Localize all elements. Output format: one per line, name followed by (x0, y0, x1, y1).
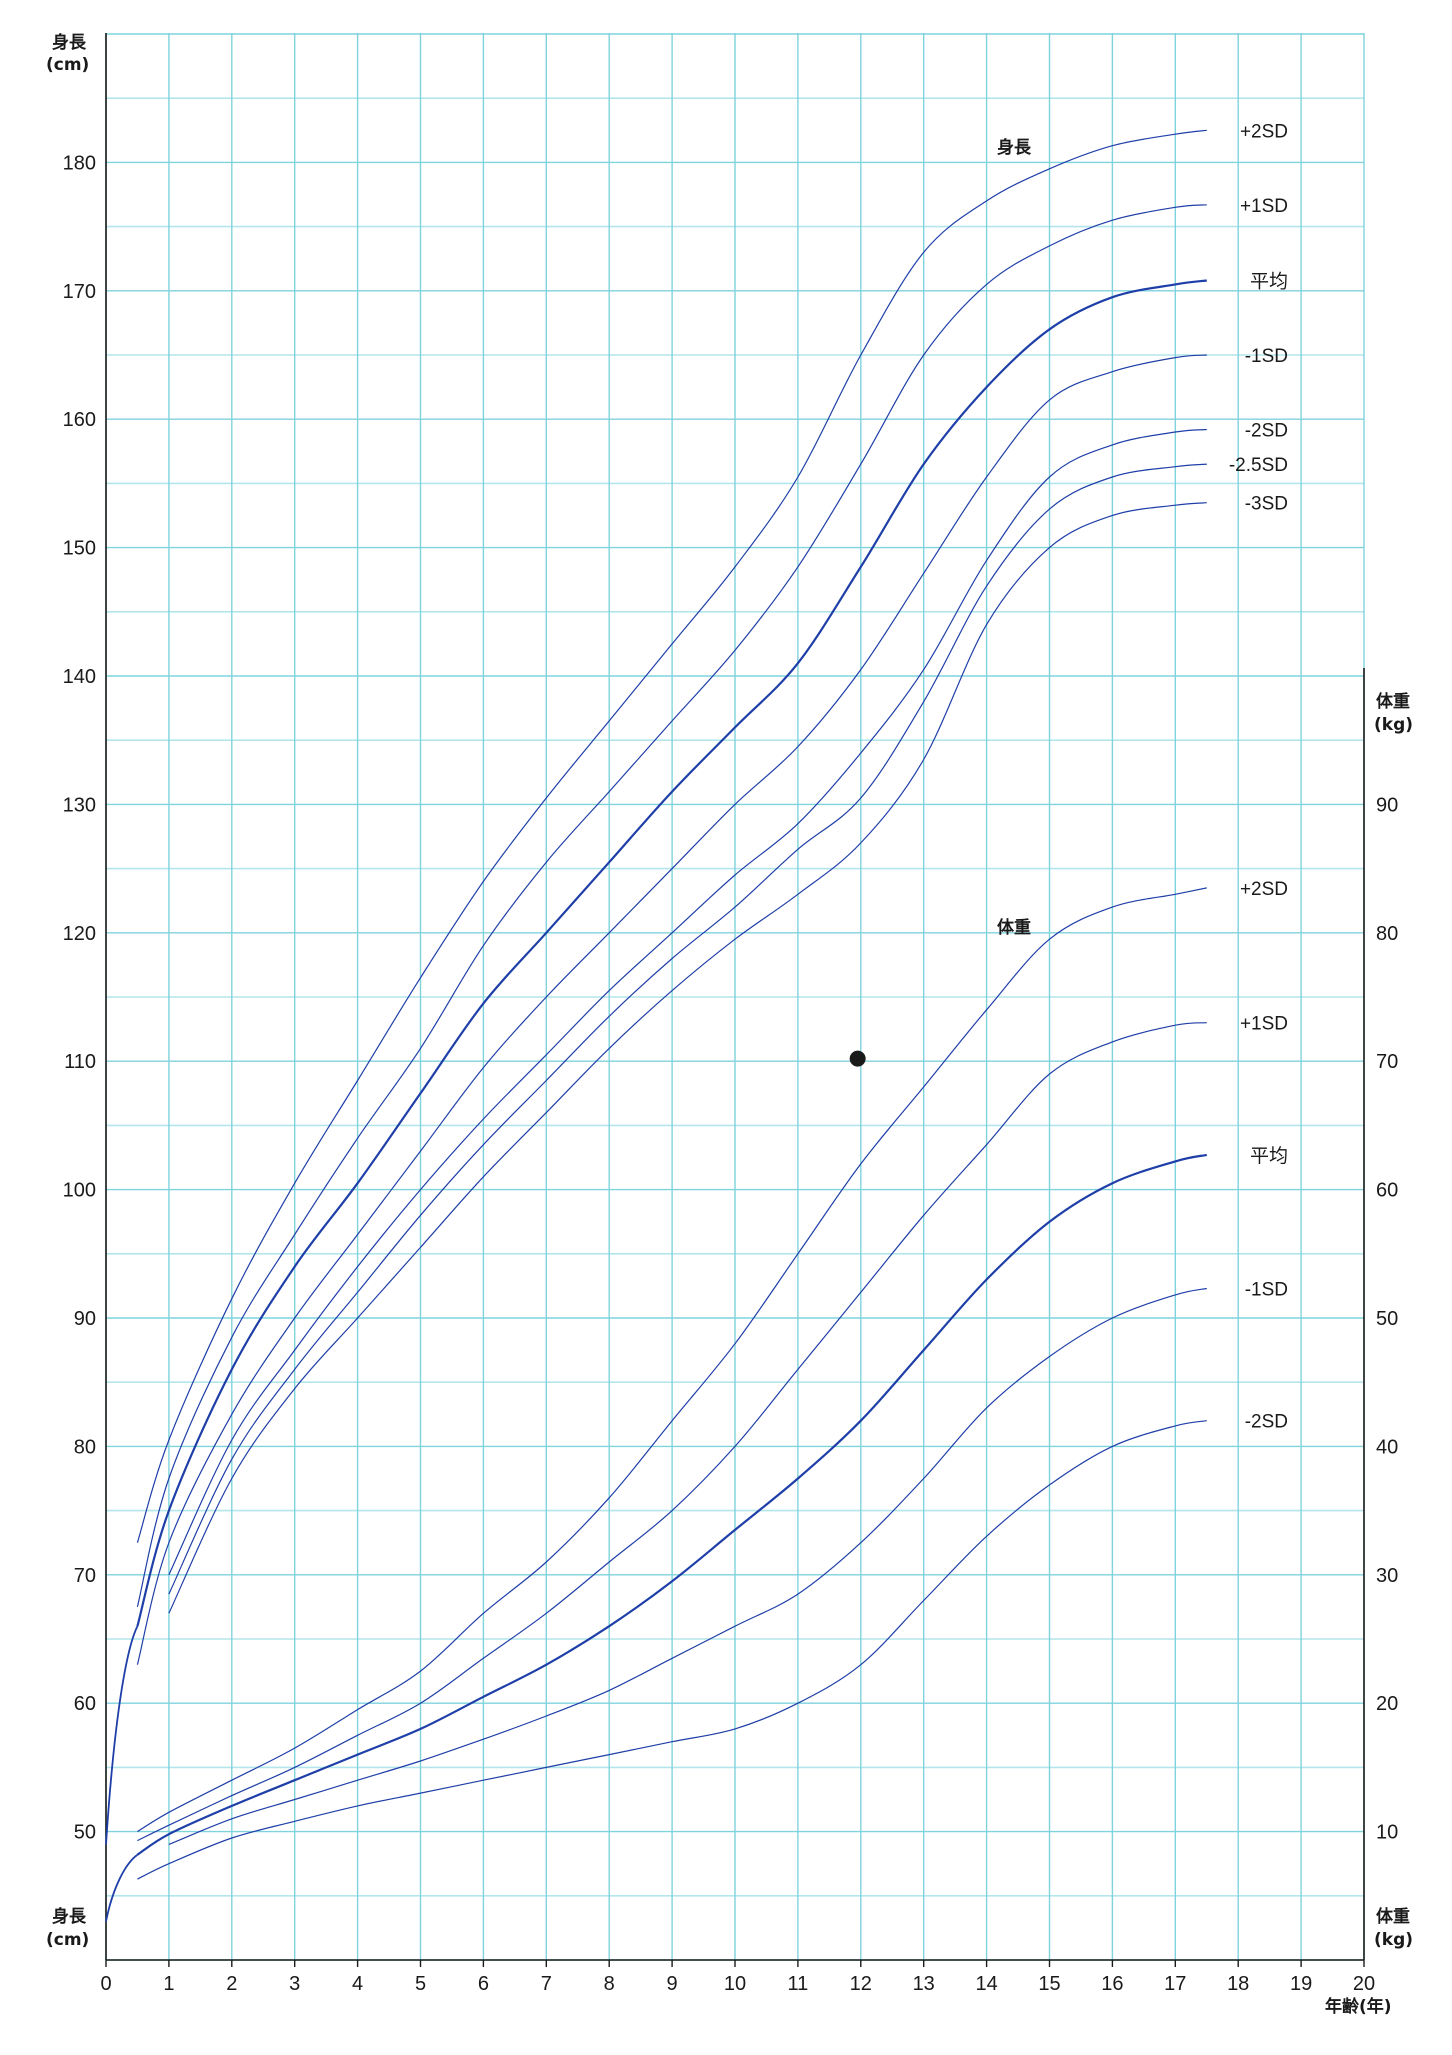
right-axis-title-bottom-line2: (kg) (1374, 1930, 1413, 1950)
grid-major-lines (105, 33, 1365, 1961)
weight-curve (137, 1022, 1207, 1842)
left-axis-title-bottom-line2: (cm) (46, 1930, 89, 1950)
left-y-tick-label: 160 (63, 409, 96, 431)
axes (105, 33, 1365, 1967)
height-curve-label: -2.5SD (1229, 455, 1288, 476)
x-tick-label: 8 (604, 1973, 615, 1995)
right-y-tick-label: 90 (1376, 794, 1398, 816)
left-y-tick-label: 60 (74, 1693, 96, 1715)
height-curve (168, 502, 1207, 1614)
right-y-tick-label: 60 (1376, 1180, 1398, 1202)
curve-labels: +2SD +1SD 平均 -1SD -2SD -2.5SD -3SD +2SD +1SD 平均 -1… (1229, 121, 1288, 1432)
height-curve-label: -2SD (1245, 420, 1288, 441)
x-axis-title: 年齢(年) (1325, 1996, 1392, 2017)
height-curve-label: 平均 (1250, 271, 1288, 293)
left-y-tick-label: 80 (74, 1436, 96, 1458)
height-curve (168, 428, 1207, 1576)
left-y-tick-label: 100 (63, 1180, 96, 1202)
right-y-tick-label: 50 (1376, 1308, 1398, 1330)
x-tick-label: 19 (1290, 1973, 1312, 1995)
height-curve (136, 129, 1207, 1543)
left-y-tick-label: 110 (64, 1051, 96, 1073)
right-y-tick-label: 30 (1376, 1565, 1398, 1587)
x-tick-label: 10 (724, 1973, 746, 1995)
x-tick-label: 12 (850, 1973, 872, 1995)
left-axis-title-bottom-line1: 身長 (52, 1906, 87, 1927)
right-axis-title-top-line1: 体重 (1376, 691, 1410, 712)
x-tick-label: 16 (1101, 1973, 1123, 1995)
height-curve (136, 279, 1207, 1627)
x-tick-label: 2 (226, 1973, 237, 1995)
left-y-tick-label: 140 (63, 666, 96, 688)
height-section-label: 身長 (997, 137, 1032, 158)
weight-curve-label: +2SD (1240, 879, 1288, 900)
weight-curve (137, 887, 1207, 1833)
weight-curve (136, 1153, 1208, 1856)
x-tick-label: 6 (478, 1973, 489, 1995)
weight-curve-label: -1SD (1245, 1279, 1288, 1300)
x-tick-label: 17 (1164, 1973, 1186, 1995)
x-tick-label: 5 (415, 1973, 426, 1995)
right-y-tick-labels: 10 20 30 40 50 60 70 80 90 (1376, 794, 1398, 1843)
right-axis-title-bottom-line1: 体重 (1376, 1906, 1410, 1927)
x-tick-label: 4 (352, 1973, 363, 1995)
right-axis-title-top-line2: (kg) (1374, 715, 1413, 735)
left-y-tick-label: 90 (74, 1308, 96, 1330)
left-y-tick-label: 170 (63, 281, 96, 303)
x-tick-label: 20 (1353, 1973, 1375, 1995)
x-tick-label: 18 (1227, 1973, 1249, 1995)
x-tick-label: 14 (975, 1973, 997, 1995)
x-tick-label: 7 (541, 1973, 552, 1995)
x-tick-label: 15 (1038, 1973, 1060, 1995)
data-point (849, 1050, 866, 1067)
x-tick-label: 13 (913, 1973, 935, 1995)
height-birth-curve (105, 1625, 139, 1845)
height-curve (168, 463, 1207, 1595)
x-tick-labels: 0 1 2 3 4 5 6 7 8 9 10 11 12 13 14 15 16 17 18 19 20 (100, 1973, 1375, 1995)
curves (105, 129, 1208, 1922)
weight-curve-label: -2SD (1245, 1412, 1288, 1433)
x-tick-label: 11 (788, 1973, 809, 1995)
left-y-tick-label: 180 (63, 152, 96, 174)
left-axis-title-top-line1: 身長 (52, 32, 87, 53)
x-tick-label: 0 (100, 1973, 111, 1995)
weight-curve (168, 1287, 1207, 1845)
height-curve-label: +2SD (1240, 121, 1288, 142)
weight-section-label: 体重 (997, 917, 1031, 938)
weight-curve (137, 1420, 1207, 1880)
left-axis-title-top-line2: (cm) (46, 55, 89, 75)
height-curve (136, 204, 1207, 1608)
x-tick-label: 9 (667, 1973, 678, 1995)
right-y-tick-label: 70 (1376, 1051, 1398, 1073)
height-curve-label: +1SD (1240, 196, 1288, 217)
x-tick-label: 1 (163, 1973, 174, 1995)
weight-curve-label: 平均 (1250, 1145, 1288, 1167)
left-y-tick-label: 150 (63, 538, 96, 560)
right-y-tick-label: 10 (1376, 1822, 1398, 1844)
height-curve (136, 354, 1207, 1665)
left-y-tick-label: 130 (63, 794, 96, 816)
height-curve-label: -1SD (1245, 346, 1288, 367)
left-y-tick-label: 70 (74, 1565, 96, 1587)
right-y-tick-label: 20 (1376, 1693, 1398, 1715)
weight-curve-label: +1SD (1240, 1014, 1288, 1035)
left-y-tick-labels: 50 60 70 80 90 100 110 120 130 140 150 160 170 180 (63, 152, 96, 1843)
left-y-tick-label: 50 (74, 1822, 96, 1844)
right-y-tick-label: 40 (1376, 1436, 1398, 1458)
height-curve-label: -3SD (1245, 494, 1288, 515)
weight-birth-curve (105, 1853, 138, 1922)
x-tick-label: 3 (289, 1973, 300, 1995)
right-y-tick-label: 80 (1376, 923, 1398, 945)
left-y-tick-label: 120 (63, 923, 96, 945)
